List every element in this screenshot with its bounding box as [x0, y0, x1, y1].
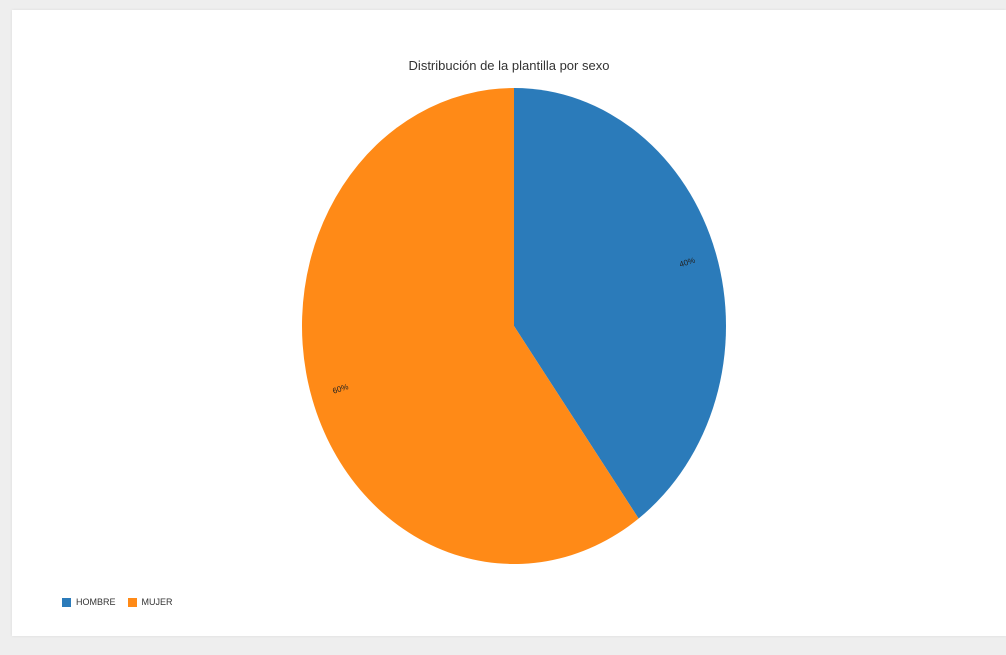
pie-chart: 40%60% — [302, 88, 727, 564]
legend-label-hombre: HOMBRE — [76, 597, 116, 607]
legend: HOMBRE MUJER — [62, 597, 185, 607]
legend-label-mujer: MUJER — [141, 597, 173, 607]
chart-panel: 40% 60% Distribución de la plantilla por … — [12, 10, 1006, 636]
legend-item-mujer[interactable]: MUJER — [127, 597, 173, 607]
legend-swatch-hombre — [62, 597, 71, 607]
pie-slice-hombre[interactable] — [514, 88, 727, 519]
chart-title: Distribución de la plantilla por sexo — [408, 58, 610, 73]
legend-swatch-mujer — [127, 597, 137, 607]
legend-item-hombre[interactable]: HOMBRE — [62, 597, 116, 607]
pie-slice-mujer[interactable] — [302, 88, 639, 564]
